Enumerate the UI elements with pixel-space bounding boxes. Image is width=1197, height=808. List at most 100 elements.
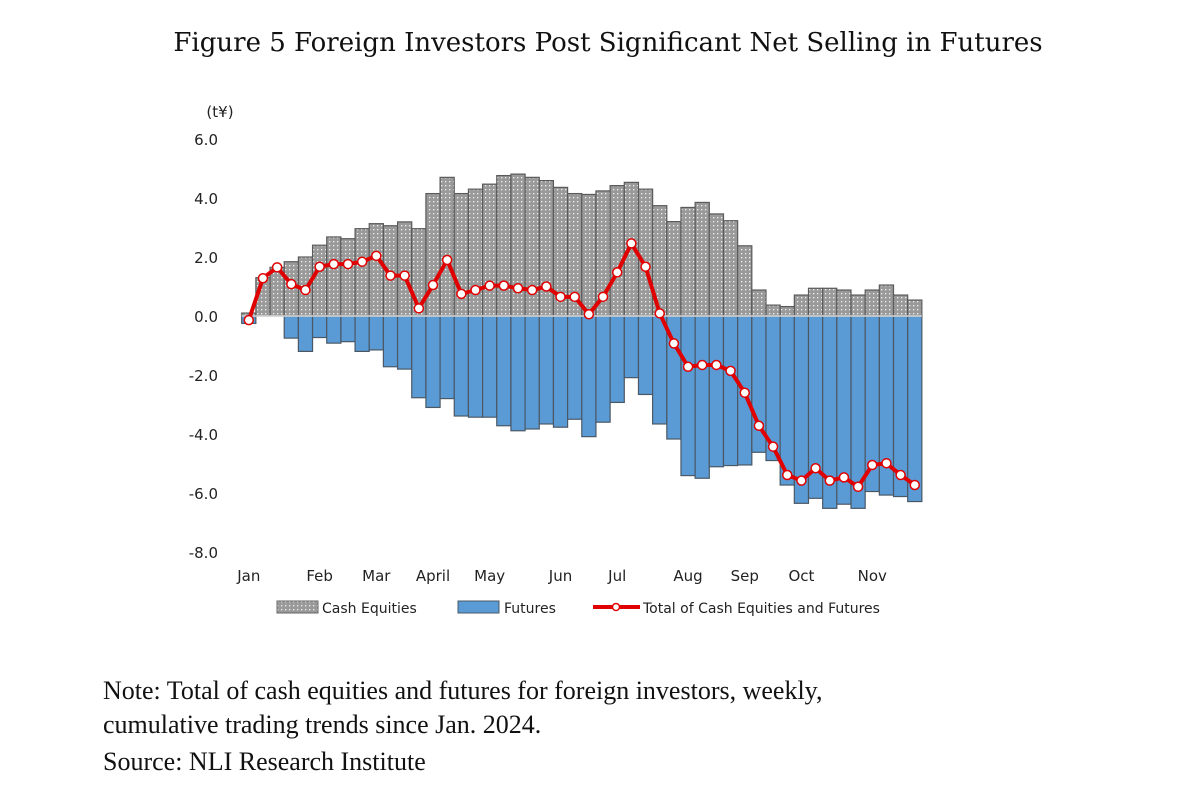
total-point [470, 284, 481, 296]
cash-equities-bar [779, 305, 795, 317]
futures-bar [722, 315, 739, 467]
y-tick-label: -8.0 [189, 544, 218, 562]
futures-bar [595, 315, 611, 423]
futures-bar [567, 315, 583, 420]
futures-bar [481, 315, 498, 418]
cash-equities-bar [581, 193, 597, 317]
total-point [413, 303, 425, 314]
cash-equities-bar [892, 294, 909, 317]
cash-equities-bar [340, 238, 356, 317]
total-point [810, 462, 821, 474]
futures-bar [311, 315, 328, 339]
legend-swatch-cash-equities [276, 600, 319, 614]
x-tick-label: Feb [306, 567, 333, 585]
futures-bars [241, 315, 923, 509]
cash-equities-bars [241, 173, 923, 317]
total-point [626, 238, 637, 249]
total-point [498, 280, 510, 291]
cash-equities-bar [396, 221, 413, 317]
total-point [611, 267, 623, 278]
total-point [739, 387, 750, 398]
total-point [881, 457, 892, 469]
futures-bar [538, 315, 555, 425]
cash-equities-bar [326, 236, 342, 317]
futures-bar [510, 315, 526, 432]
cash-equities-bar [864, 289, 880, 317]
x-axis: Jan Feb Mar April May Jun Jul Aug Sep Oct Nov [236, 567, 887, 585]
futures-bar [425, 315, 441, 409]
cash-equities-bar [368, 223, 385, 317]
cash-equities-bar [822, 287, 838, 317]
cash-equities-bar [708, 213, 725, 317]
x-tick-label: Nov [858, 567, 887, 585]
cash-equities-bar [836, 289, 852, 317]
futures-bar [609, 315, 625, 404]
legend-swatch-futures [457, 600, 500, 614]
futures-bar [581, 315, 597, 438]
total-point [342, 258, 354, 270]
cash-equities-bar [722, 220, 739, 317]
cash-equities-bar [538, 179, 555, 317]
total-line [243, 238, 921, 493]
futures-bar [340, 315, 356, 343]
total-point [796, 475, 807, 486]
cash-equities-bar [878, 284, 895, 317]
cash-equities-bar [496, 174, 512, 317]
cash-equities-bar [354, 228, 370, 317]
total-point [838, 472, 850, 483]
total-point [441, 254, 453, 266]
note-line-2: cumulative trading trends since Jan. 202… [103, 710, 542, 739]
total-point [243, 314, 255, 326]
total-point [654, 308, 665, 319]
cash-equities-bar [694, 201, 710, 317]
cash-equities-bar [793, 294, 810, 317]
total-point [867, 459, 878, 471]
cash-equities-bar [765, 304, 781, 317]
total-point [271, 262, 283, 273]
x-tick-label: May [474, 567, 505, 585]
futures-bar [283, 315, 299, 339]
futures-bar [694, 315, 710, 479]
x-tick-label: April [416, 567, 450, 585]
cash-equities-bar [666, 221, 682, 317]
cash-equities-bar [311, 244, 328, 317]
legend-label-futures: Futures [504, 601, 556, 617]
x-tick-label: Oct [788, 567, 814, 585]
total-point [909, 479, 921, 491]
y-tick-label: -2.0 [189, 367, 218, 385]
total-point [541, 281, 552, 292]
total-point [399, 270, 410, 281]
cash-equities-bar [609, 185, 625, 317]
futures-bar [524, 315, 540, 430]
cash-equities-bar [510, 173, 526, 317]
futures-bar [411, 315, 427, 399]
total-point [512, 283, 524, 294]
total-point [583, 308, 595, 320]
futures-bar [680, 315, 696, 477]
total-point [456, 288, 467, 300]
y-axis: 6.0 4.0 2.0 0.0 -2.0 -4.0 -6.0 -8.0 [189, 131, 218, 562]
y-tick-label: 4.0 [194, 190, 218, 208]
note-line-1: Note: Total of cash equities and futures… [103, 676, 823, 705]
cash-equities-bar [467, 188, 484, 317]
total-point [300, 284, 311, 296]
legend-swatch-total-marker [611, 602, 621, 612]
futures-bar [708, 315, 725, 468]
legend-label-cash-equities: Cash Equities [322, 601, 417, 617]
y-tick-label: 0.0 [194, 308, 218, 326]
chart-title: Figure 5 Foreign Investors Post Signific… [173, 28, 1042, 58]
total-point [371, 250, 382, 262]
cash-equities-bar [850, 294, 866, 317]
total-point [711, 359, 722, 371]
x-tick-label: Aug [673, 567, 702, 585]
futures-bar [779, 315, 795, 486]
total-point [682, 361, 694, 372]
futures-bar [623, 315, 640, 379]
futures-bar [552, 315, 569, 428]
y-tick-label: -4.0 [189, 426, 218, 444]
source-line: Source: NLI Research Institute [103, 747, 426, 776]
total-point [526, 284, 538, 296]
x-tick-label: Sep [731, 567, 759, 585]
futures-bar [382, 315, 399, 368]
